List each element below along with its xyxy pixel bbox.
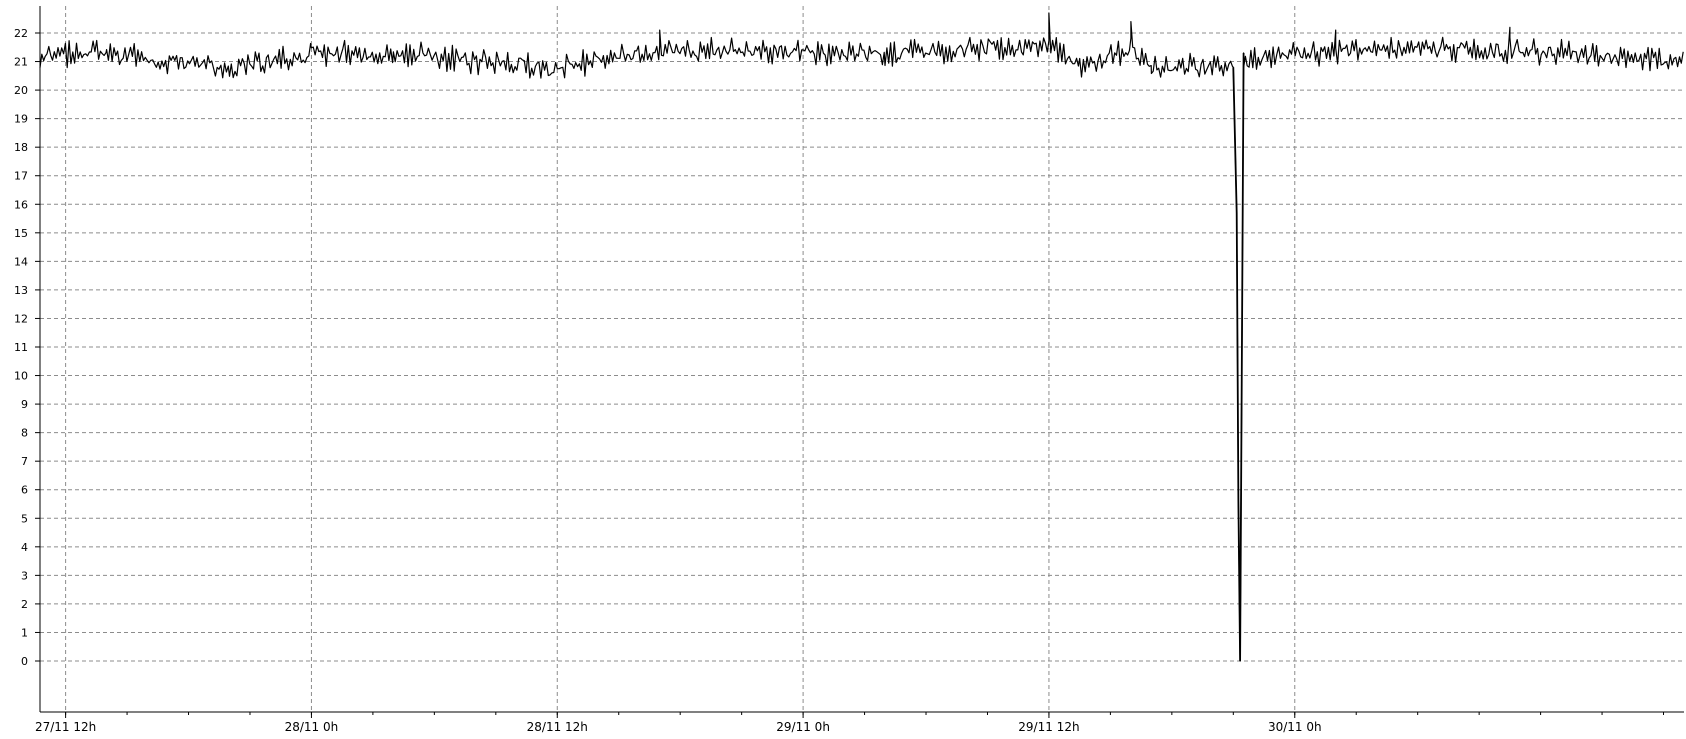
series-point: [1335, 30, 1336, 31]
y-tick-label: 6: [21, 484, 28, 497]
series-line: [39, 12, 1684, 662]
y-tick-label: 11: [14, 341, 28, 354]
series-dip-segment: [1232, 52, 1245, 662]
series-point: [1509, 27, 1510, 28]
y-tick-label: 3: [21, 569, 28, 582]
x-tick-label: 30/11 0h: [1268, 720, 1322, 734]
series-point: [311, 35, 312, 36]
x-tick-label: 28/11 0h: [285, 720, 339, 734]
series-point: [106, 35, 107, 36]
series-point: [1683, 64, 1684, 65]
series-point: [45, 44, 46, 45]
y-tick-label: 10: [14, 370, 28, 383]
series-point: [1048, 12, 1049, 13]
x-tick-label: 27/11 12h: [35, 720, 96, 734]
series-point: [1240, 660, 1241, 661]
series-point: [1243, 52, 1244, 53]
series-point: [557, 78, 558, 79]
series-point: [659, 30, 660, 31]
x-tick-label: 29/11 12h: [1018, 720, 1079, 734]
y-tick-label: 0: [21, 655, 28, 668]
series-point: [1079, 84, 1080, 85]
series-point: [393, 38, 394, 39]
y-tick-label: 16: [14, 198, 28, 211]
series-lines: [39, 12, 1684, 662]
series-point: [1233, 67, 1234, 68]
y-tick-label: 8: [21, 427, 28, 440]
series-point: [1151, 84, 1152, 85]
y-tick-label: 4: [21, 541, 28, 554]
x-axis-ticks: 27/11 12h 28/11 0h 28/11 12h 29/11 0h 29/11 …: [35, 712, 1665, 734]
y-tick-label: 22: [14, 27, 28, 40]
grid-lines: [40, 6, 1684, 712]
series-point: [1236, 212, 1237, 213]
y-tick-label: 2: [21, 598, 28, 611]
x-tick-label: 29/11 0h: [776, 720, 830, 734]
series-point: [1238, 501, 1239, 502]
y-tick-label: 7: [21, 455, 28, 468]
y-tick-label: 15: [14, 227, 28, 240]
y-tick-label: 17: [14, 170, 28, 183]
series-point: [39, 61, 40, 62]
y-tick-label: 12: [14, 312, 28, 325]
series-point: [884, 38, 885, 39]
x-tick-label: 28/11 12h: [527, 720, 588, 734]
series-point: [229, 81, 230, 82]
y-tick-label: 13: [14, 284, 28, 297]
y-tick-label: 1: [21, 626, 28, 639]
y-tick-label: 9: [21, 398, 28, 411]
plot-background: [40, 6, 1684, 712]
axes: [39, 6, 1684, 713]
y-tick-label: 18: [14, 141, 28, 154]
y-tick-label: 20: [14, 84, 28, 97]
y-tick-label: 19: [14, 113, 28, 126]
series-point: [803, 35, 804, 36]
y-tick-label: 21: [14, 56, 28, 69]
y-tick-label: 14: [14, 255, 28, 268]
series-point: [1241, 369, 1242, 370]
series-point: [1130, 21, 1131, 22]
y-tick-label: 5: [21, 512, 28, 525]
